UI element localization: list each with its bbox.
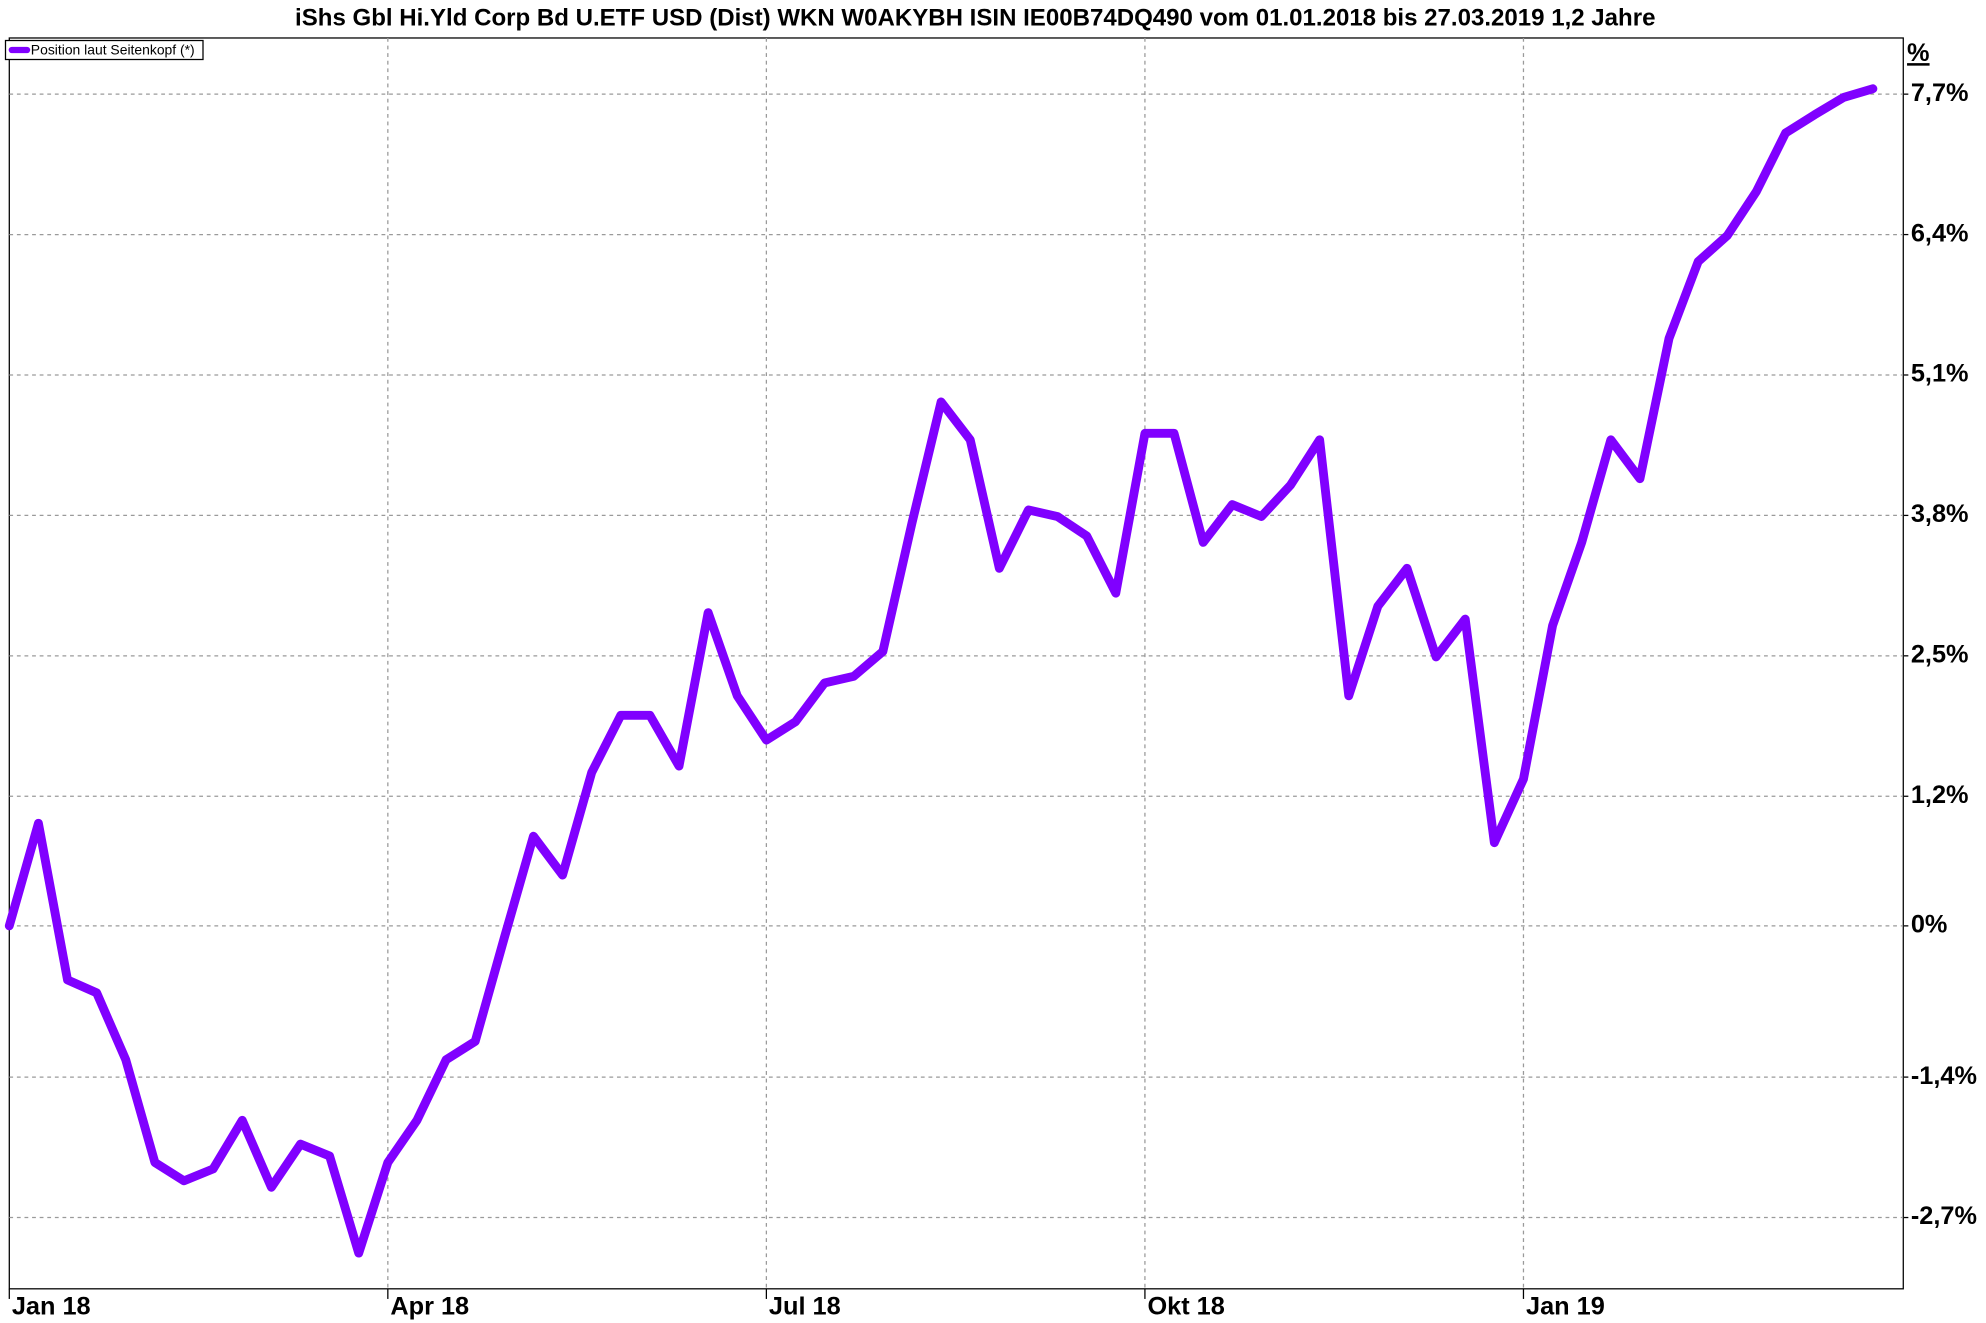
y-tick-label: 2,5%: [1911, 641, 1969, 669]
y-tick-label: 6,4%: [1911, 219, 1969, 247]
x-tick-label: Okt 18: [1147, 1292, 1224, 1320]
legend-box: [4, 39, 204, 61]
y-tick-label: 5,1%: [1911, 360, 1969, 388]
x-tick-label: Jan 19: [1526, 1292, 1605, 1320]
x-tick-label: Jul 18: [769, 1292, 841, 1320]
y-tick-label: 7,7%: [1911, 79, 1969, 107]
data: [4, 84, 1878, 1258]
plot-frame: [8, 37, 1904, 1290]
chart-title: iShs Gbl Hi.Yld Corp Bd U.ETF USD (Dist)…: [295, 4, 1655, 31]
legend: Position laut Seitenkopf (*): [4, 39, 204, 61]
y-tick-label: 3,8%: [1911, 500, 1969, 528]
x-tick-label: Jan 18: [12, 1292, 91, 1320]
y-tick-label: -2,7%: [1911, 1202, 1977, 1230]
y-tick-label: 1,2%: [1911, 781, 1969, 809]
y-unit-label: %: [1907, 39, 1930, 67]
grid: -2,7% -1,4% 0% 1,2% 2,5% 3,8% 5,1% 6,4% 7,7% Jan …: [8, 37, 1977, 1320]
y-tick-label: -1,4%: [1911, 1062, 1977, 1090]
y-tick-label: 0%: [1911, 911, 1948, 939]
x-tick-label: Apr 18: [390, 1292, 469, 1320]
series-line: [4, 84, 1878, 1258]
legend-label: Position laut Seitenkopf (*): [31, 41, 195, 57]
